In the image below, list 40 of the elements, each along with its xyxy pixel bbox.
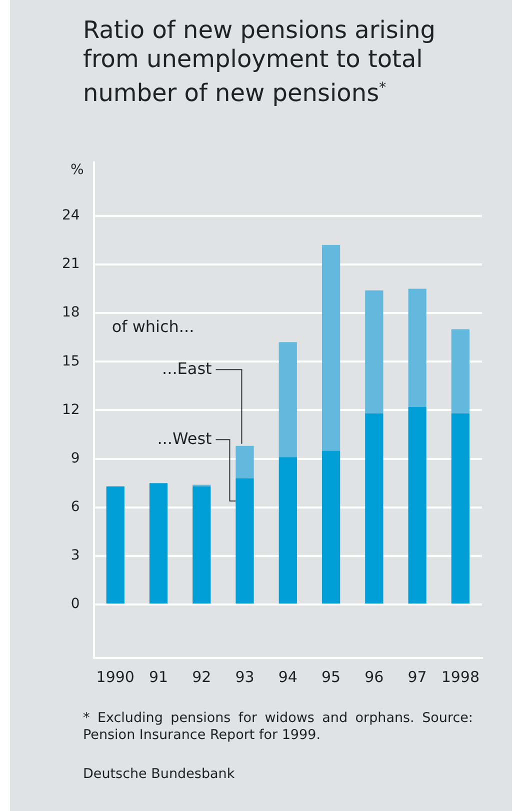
y-tick-label: 9 bbox=[70, 450, 80, 466]
bar bbox=[408, 406, 426, 604]
text: Deutsche Bundesbank bbox=[83, 766, 236, 783]
x-tick-label: 94 bbox=[278, 668, 298, 686]
bar bbox=[408, 288, 426, 407]
x-tick-label: 92 bbox=[192, 668, 212, 686]
bar bbox=[365, 290, 384, 414]
text: ...West bbox=[157, 428, 212, 448]
bar bbox=[278, 457, 297, 604]
text: ...East bbox=[162, 358, 212, 378]
text: * Excluding pensions for widows and orphans. Source: Pension Insurance Report for 1999. bbox=[83, 710, 473, 744]
y-tick-label: 15 bbox=[62, 353, 80, 370]
y-tick-label: 6 bbox=[70, 499, 80, 516]
x-tick-label: 91 bbox=[148, 668, 168, 686]
bar bbox=[322, 450, 340, 604]
x-tick-label: 93 bbox=[235, 668, 254, 686]
y-tick-label: 24 bbox=[62, 207, 80, 224]
y-tick-label: 21 bbox=[62, 256, 80, 272]
bar bbox=[106, 486, 124, 604]
x-tick-label: 97 bbox=[408, 668, 427, 686]
y-tick-label: 12 bbox=[62, 402, 80, 418]
bar bbox=[451, 329, 470, 414]
x-tick-label: 95 bbox=[321, 668, 341, 686]
x-tick-label: 1998 bbox=[441, 668, 480, 686]
bar bbox=[451, 413, 470, 604]
bar bbox=[236, 478, 254, 604]
bar bbox=[278, 342, 297, 458]
y-tick-label: 3 bbox=[70, 548, 80, 564]
bar bbox=[322, 245, 340, 451]
y-tick-label: 18 bbox=[62, 304, 80, 321]
legend-title: of which... bbox=[112, 316, 194, 336]
bar bbox=[149, 483, 168, 604]
x-tick-label: 96 bbox=[364, 668, 384, 686]
bar bbox=[365, 413, 384, 604]
bar bbox=[236, 446, 254, 478]
y-tick-label: 0 bbox=[70, 596, 80, 612]
x-tick-label: 1990 bbox=[96, 668, 134, 686]
bar bbox=[192, 486, 211, 604]
y-axis-title: % bbox=[70, 162, 84, 178]
chart-title: Ratio of new pensions arising from unemployment to total number of new pensions$^{*}$ bbox=[83, 16, 437, 108]
